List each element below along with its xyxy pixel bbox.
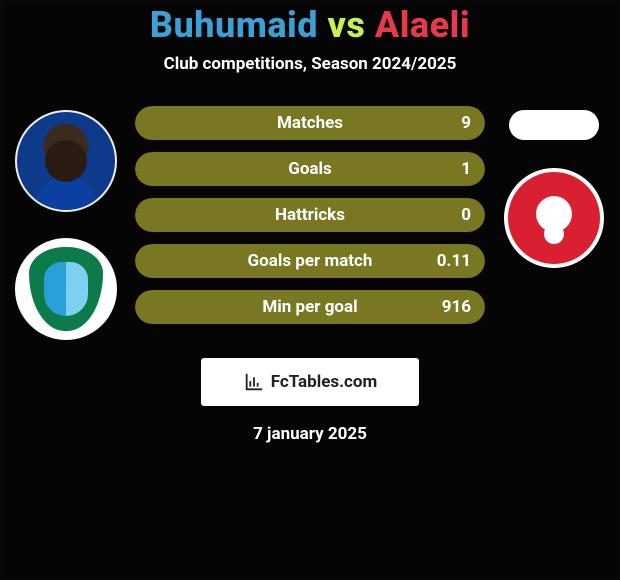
stats-column: Matches 9 Goals 1 Hattricks 0 Goals per match 0… — [135, 106, 485, 324]
main-row: Matches 9 Goals 1 Hattricks 0 Goals per match 0… — [0, 106, 620, 340]
stat-pill: Goals 1 — [135, 152, 485, 186]
right-player-avatar — [509, 110, 599, 140]
left-club-badge — [15, 238, 117, 340]
stat-label: Min per goal — [262, 297, 357, 317]
right-club-badge — [504, 168, 604, 268]
watermark-text: FcTables.com — [271, 372, 377, 392]
subtitle: Club competitions, Season 2024/2025 — [164, 54, 457, 74]
stat-pill: Matches 9 — [135, 106, 485, 140]
stat-label: Goals — [288, 159, 332, 179]
left-column — [11, 106, 121, 340]
stat-pill: Min per goal 916 — [135, 290, 485, 324]
page-title: Buhumaid vs Alaeli — [150, 4, 470, 46]
stat-value-right: 1 — [461, 159, 471, 179]
stat-pill: Goals per match 0.11 — [135, 244, 485, 278]
right-column — [499, 106, 609, 268]
stat-label: Matches — [277, 113, 343, 133]
date-label: 7 january 2025 — [253, 424, 367, 444]
stat-value-right: 0.11 — [437, 251, 471, 271]
stat-label: Hattricks — [275, 205, 345, 225]
title-vs: vs — [327, 4, 365, 46]
stat-label: Goals per match — [248, 251, 373, 271]
watermark-badge: FcTables.com — [201, 358, 419, 406]
title-left-player: Buhumaid — [150, 4, 318, 46]
stat-value-right: 0 — [461, 205, 471, 225]
stat-value-right: 916 — [442, 297, 471, 317]
title-right-player: Alaeli — [375, 4, 470, 46]
shield-icon — [26, 244, 106, 334]
content-wrapper: Buhumaid vs Alaeli Club competitions, Se… — [0, 0, 620, 580]
stat-pill: Hattricks 0 — [135, 198, 485, 232]
stat-value-right: 9 — [461, 113, 471, 133]
chart-icon — [243, 371, 265, 393]
left-player-avatar — [15, 110, 117, 212]
